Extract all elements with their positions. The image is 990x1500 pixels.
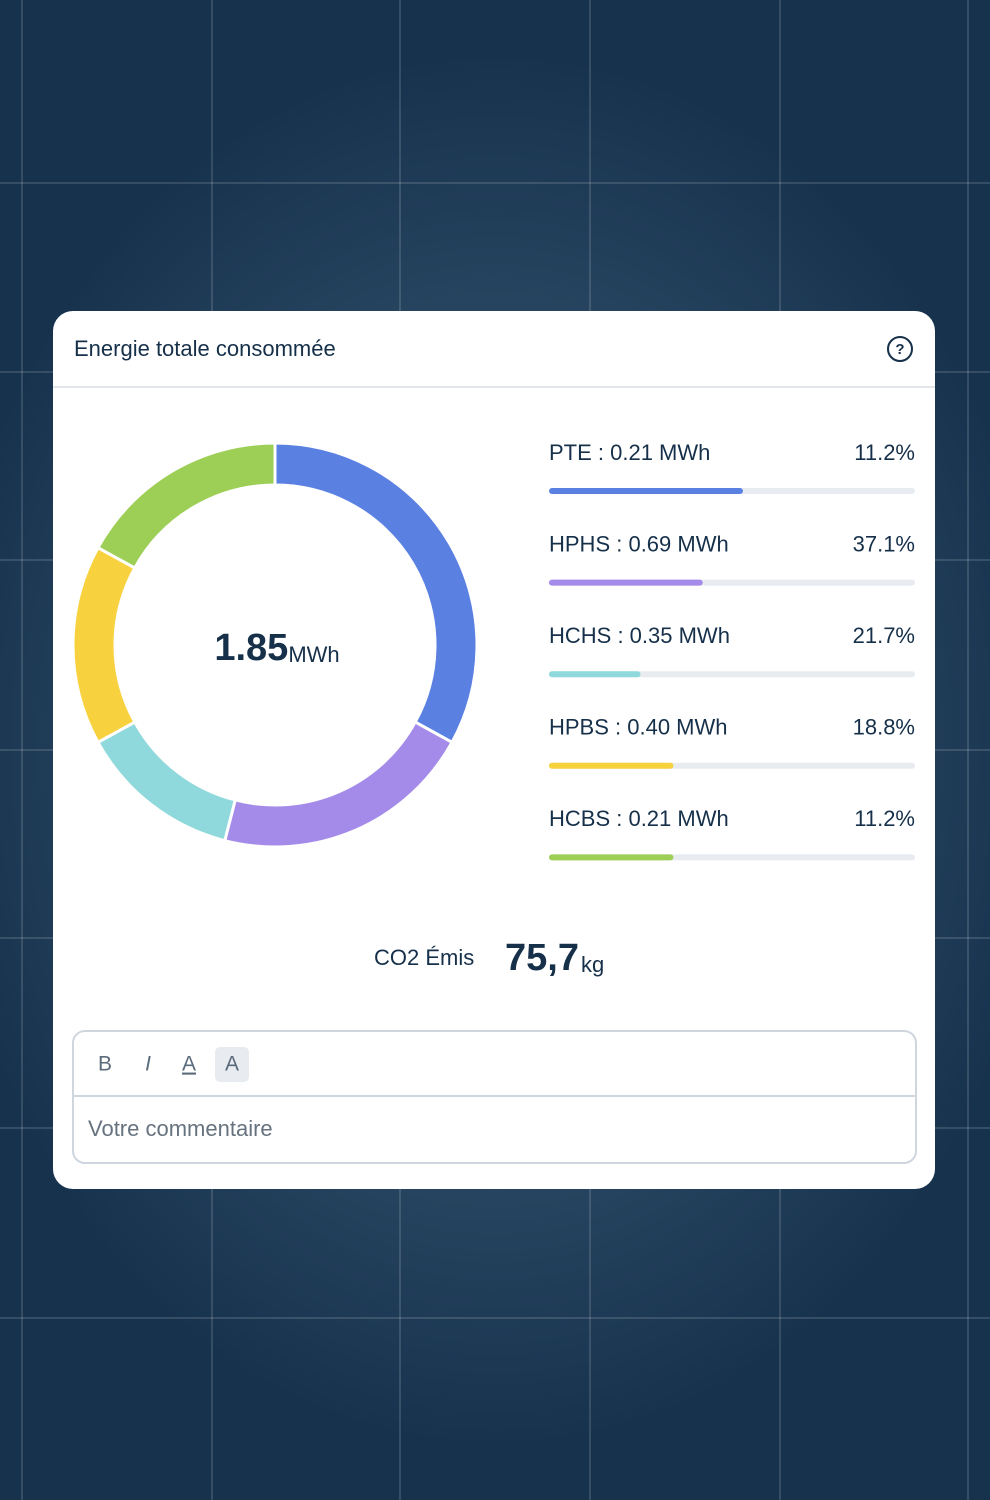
donut	[71, 441, 479, 849]
bold-button[interactable]: B	[98, 1053, 112, 1076]
legend-percent: 18.8%	[853, 715, 915, 740]
donut-segment	[95, 441, 277, 570]
color-button[interactable]: A	[225, 1053, 239, 1076]
co2-unit: kg	[581, 952, 604, 977]
legend-label: HCBS : 0.21 MWh	[549, 806, 729, 831]
center-unit: MWh	[288, 642, 339, 667]
legend-label: HPBS : 0.40 MWh	[549, 715, 728, 740]
legend-percent: 11.2%	[854, 440, 915, 465]
legend-percent: 21.7%	[853, 623, 915, 648]
bar-fill	[549, 854, 674, 861]
card-title: Energie totale consommée	[74, 336, 336, 361]
legend-percent: 37.1%	[853, 531, 915, 556]
co2-figure: 75,7kg	[505, 937, 604, 979]
comment-placeholder[interactable]: Votre commentaire	[88, 1116, 273, 1141]
underline-button[interactable]: A	[182, 1053, 196, 1076]
bar-track	[549, 671, 915, 678]
bar-fill	[549, 671, 641, 678]
co2-value: 75,7	[505, 937, 579, 979]
donut-center: 1.85MWh	[214, 627, 339, 669]
legend-label: PTE : 0.21 MWh	[549, 440, 710, 465]
help-icon-glyph[interactable]: ?	[895, 341, 904, 358]
bar-fill	[549, 762, 674, 769]
card	[53, 311, 935, 1189]
center-value: 1.85	[214, 627, 288, 669]
button-active-bg	[215, 1047, 249, 1082]
bar-fill	[549, 579, 703, 586]
legend-percent: 11.2%	[854, 806, 915, 831]
bar-fill	[549, 488, 743, 494]
co2-label: CO2 Émis	[374, 945, 474, 970]
legend: PTE : 0.21 MWh 11.2% HPHS : 0.69 MWh 37.1% H…	[549, 440, 915, 861]
legend-label: HPHS : 0.69 MWh	[549, 531, 729, 556]
help-icon[interactable]	[887, 336, 913, 362]
legend-label: HCHS : 0.35 MWh	[549, 623, 730, 648]
italic-button[interactable]: I	[145, 1053, 151, 1076]
